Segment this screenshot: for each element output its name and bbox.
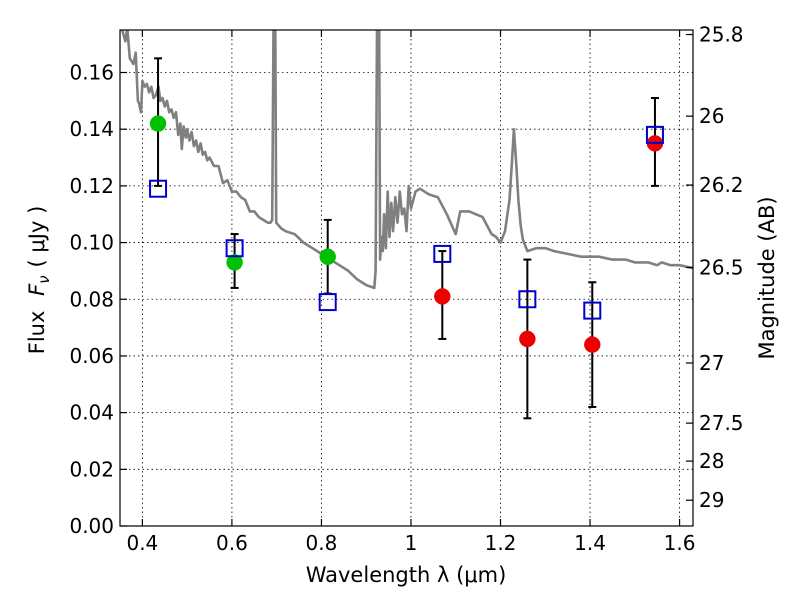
y-axis-ticks: 0.00 0.02 0.04 0.06 0.08 0.10 0.12 0.14 0.16 bbox=[69, 61, 127, 538]
y2-axis-ticks: 25.8 26 26.2 26.5 27 27.5 28 29 bbox=[686, 23, 744, 512]
y2-tick-label: 27 bbox=[699, 351, 724, 375]
y-axis-label-unit: ( μJy ) bbox=[25, 206, 49, 268]
y-tick-label: 0.16 bbox=[69, 61, 114, 85]
x-tick-label: 0.8 bbox=[306, 531, 338, 555]
y-axis-label-symbol: F bbox=[25, 283, 49, 296]
model-flux-square bbox=[225, 239, 244, 258]
plot-frame bbox=[119, 29, 694, 527]
y-tick-label: 0.00 bbox=[69, 514, 114, 538]
model-flux-square bbox=[645, 125, 664, 144]
y-axis-label-prefix: Flux bbox=[25, 311, 49, 355]
model-spectrum bbox=[120, 30, 693, 290]
observed-point-red bbox=[434, 288, 451, 305]
y2-axis-label: Magnitude (AB) bbox=[755, 196, 779, 359]
x-axis-ticks: 0.4 0.6 0.8 1 1.2 1.4 1.6 bbox=[126, 30, 695, 555]
model-flux-squares bbox=[149, 125, 664, 320]
y2-tick-label: 26 bbox=[699, 104, 724, 128]
y2-tick-label: 27.5 bbox=[699, 411, 744, 435]
observed-points bbox=[149, 115, 664, 353]
x-tick-label: 1.2 bbox=[485, 531, 517, 555]
observed-point-green bbox=[149, 115, 167, 132]
y-tick-label: 0.06 bbox=[69, 344, 114, 368]
grid-lines bbox=[120, 30, 693, 526]
observed-point-green bbox=[319, 248, 336, 265]
y2-tick-label: 26.2 bbox=[699, 173, 744, 197]
x-tick-label: 0.6 bbox=[216, 531, 248, 555]
y2-tick-label: 25.8 bbox=[699, 23, 744, 47]
y-tick-label: 0.14 bbox=[69, 117, 114, 141]
model-flux-square bbox=[149, 179, 168, 198]
y-tick-label: 0.04 bbox=[69, 401, 114, 425]
y-tick-label: 0.08 bbox=[69, 287, 114, 311]
model-spectrum-line bbox=[120, 30, 693, 290]
y-tick-label: 0.12 bbox=[69, 174, 114, 198]
model-flux-square bbox=[318, 293, 337, 312]
y-tick-label: 0.10 bbox=[69, 231, 114, 255]
y-tick-label: 0.02 bbox=[69, 457, 114, 481]
y2-tick-label: 26.5 bbox=[699, 256, 744, 280]
model-flux-square bbox=[583, 301, 602, 320]
observed-point-red bbox=[519, 330, 536, 348]
x-tick-label: 0.4 bbox=[126, 531, 158, 555]
y-axis-label: Flux Fν ( μJy ) bbox=[25, 206, 53, 355]
error-bars bbox=[154, 57, 659, 420]
y-axis-label-subscript: ν bbox=[35, 275, 53, 283]
model-flux-square bbox=[518, 290, 537, 309]
x-axis-label: Wavelength λ (μm) bbox=[306, 563, 507, 587]
x-tick-label: 1.6 bbox=[664, 531, 696, 555]
model-flux-square bbox=[433, 244, 452, 263]
y2-tick-label: 29 bbox=[699, 488, 724, 512]
x-tick-label: 1 bbox=[405, 531, 418, 555]
observed-point-green bbox=[226, 254, 243, 271]
x-tick-label: 1.4 bbox=[574, 531, 606, 555]
y2-tick-label: 28 bbox=[699, 449, 724, 473]
observed-point-red bbox=[584, 336, 601, 353]
